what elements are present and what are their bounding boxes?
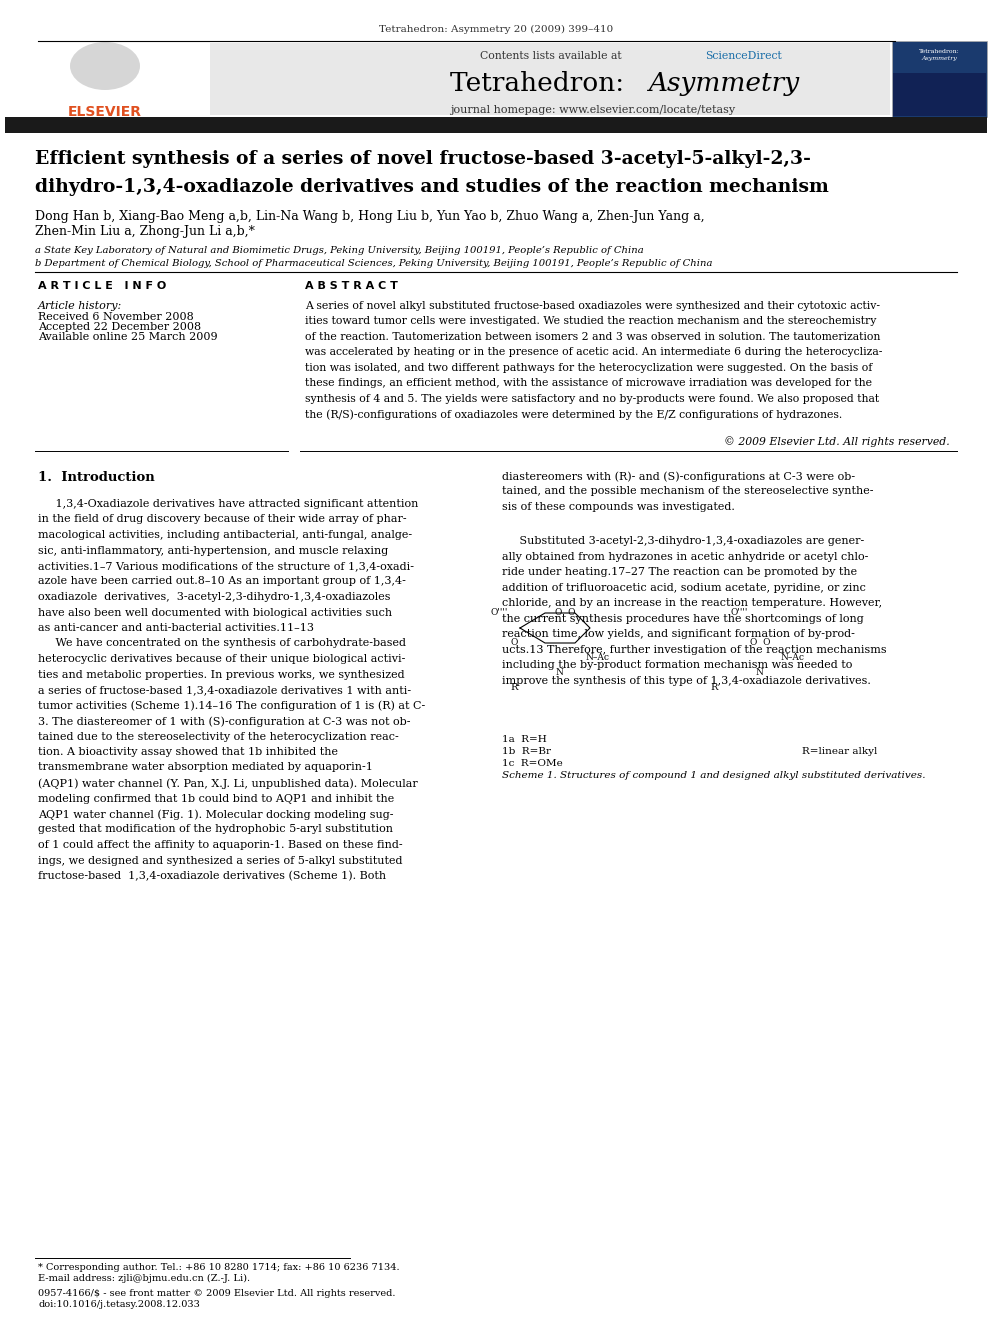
Text: dihydro-1,3,4-oxadiazole derivatives and studies of the reaction mechanism: dihydro-1,3,4-oxadiazole derivatives and… [35,179,828,196]
Text: journal homepage: www.elsevier.com/locate/tetasy: journal homepage: www.elsevier.com/locat… [450,105,735,115]
Text: * Corresponding author. Tel.: +86 10 8280 1714; fax: +86 10 6236 7134.: * Corresponding author. Tel.: +86 10 828… [38,1263,400,1271]
Text: We have concentrated on the synthesis of carbohydrate-based: We have concentrated on the synthesis of… [38,639,406,648]
Text: Asymmetry: Asymmetry [648,71,800,97]
Text: 1.  Introduction: 1. Introduction [38,471,155,484]
Text: Asymmetry: Asymmetry [922,56,957,61]
Text: was accelerated by heating or in the presence of acetic acid. An intermediate 6 : was accelerated by heating or in the pre… [305,348,882,357]
Text: © 2009 Elsevier Ltd. All rights reserved.: © 2009 Elsevier Ltd. All rights reserved… [724,437,950,447]
Text: fructose-based  1,3,4-oxadiazole derivatives (Scheme 1). Both: fructose-based 1,3,4-oxadiazole derivati… [38,871,386,881]
Text: 3. The diastereomer of 1 with (S)-configuration at C-3 was not ob-: 3. The diastereomer of 1 with (S)-config… [38,716,411,726]
Text: diastereomers with (R)- and (S)-configurations at C-3 were ob-: diastereomers with (R)- and (S)-configur… [502,471,855,482]
Text: E-mail address: zjli@bjmu.edu.cn (Z.-J. Li).: E-mail address: zjli@bjmu.edu.cn (Z.-J. … [38,1274,250,1283]
Text: addition of trifluoroacetic acid, sodium acetate, pyridine, or zinc: addition of trifluoroacetic acid, sodium… [502,582,866,593]
Text: O  O: O O [555,609,575,617]
Text: Article history:: Article history: [38,302,122,311]
Text: R=linear alkyl: R=linear alkyl [802,747,877,755]
Text: (AQP1) water channel (Y. Pan, X.J. Li, unpublished data). Molecular: (AQP1) water channel (Y. Pan, X.J. Li, u… [38,778,418,789]
Text: Contents lists available at: Contents lists available at [480,52,625,61]
Text: tion. A bioactivity assay showed that 1b inhibited the: tion. A bioactivity assay showed that 1b… [38,747,338,757]
Text: sis of these compounds was investigated.: sis of these compounds was investigated. [502,501,735,512]
Text: improve the synthesis of this type of 1,3,4-oxadiazole derivatives.: improve the synthesis of this type of 1,… [502,676,871,685]
Text: N–Ac: N–Ac [780,654,804,662]
Text: b Department of Chemical Biology, School of Pharmaceutical Sciences, Peking Univ: b Department of Chemical Biology, School… [35,259,712,269]
Text: oxadiazole  derivatives,  3-acetyl-2,3-dihydro-1,3,4-oxadiazoles: oxadiazole derivatives, 3-acetyl-2,3-dih… [38,591,391,602]
Text: ings, we designed and synthesized a series of 5-alkyl substituted: ings, we designed and synthesized a seri… [38,856,403,865]
Text: Zhen-Min Liu a, Zhong-Jun Li a,b,*: Zhen-Min Liu a, Zhong-Jun Li a,b,* [35,225,255,238]
Text: ally obtained from hydrazones in acetic anhydride or acetyl chlo-: ally obtained from hydrazones in acetic … [502,552,868,561]
Text: the current synthesis procedures have the shortcomings of long: the current synthesis procedures have th… [502,614,864,623]
Text: 1a  R=H: 1a R=H [502,736,547,744]
Text: Scheme 1. Structures of compound 1 and designed alkyl substituted derivatives.: Scheme 1. Structures of compound 1 and d… [502,771,926,781]
Text: Accepted 22 December 2008: Accepted 22 December 2008 [38,321,201,332]
Text: N: N [555,668,562,677]
Text: as anti-cancer and anti-bacterial activities.11–13: as anti-cancer and anti-bacterial activi… [38,623,314,632]
Text: macological activities, including antibacterial, anti-fungal, analge-: macological activities, including antiba… [38,531,412,540]
Text: 0957-4166/$ - see front matter © 2009 Elsevier Ltd. All rights reserved.: 0957-4166/$ - see front matter © 2009 El… [38,1289,396,1298]
Text: O'''': O'''' [730,609,747,617]
Text: gested that modification of the hydrophobic 5-aryl substitution: gested that modification of the hydropho… [38,824,393,835]
Text: a State Key Laboratory of Natural and Biomimetic Drugs, Peking University, Beiji: a State Key Laboratory of Natural and Bi… [35,246,644,255]
Text: tained, and the possible mechanism of the stereoselective synthe-: tained, and the possible mechanism of th… [502,487,874,496]
Ellipse shape [70,42,140,90]
Text: Tetrahedron:: Tetrahedron: [450,71,633,97]
Text: Received 6 November 2008: Received 6 November 2008 [38,312,193,321]
Text: a series of fructose-based 1,3,4-oxadiazole derivatives 1 with anti-: a series of fructose-based 1,3,4-oxadiaz… [38,685,411,695]
Text: O  O: O O [750,638,771,647]
Text: transmembrane water absorption mediated by aquaporin-1: transmembrane water absorption mediated … [38,762,373,773]
Text: azole have been carried out.8–10 As an important group of 1,3,4-: azole have been carried out.8–10 As an i… [38,577,406,586]
FancyBboxPatch shape [5,116,987,134]
Text: O'''': O'''' [490,609,507,617]
Text: tained due to the stereoselectivity of the heterocyclization reac-: tained due to the stereoselectivity of t… [38,732,399,741]
Text: of 1 could affect the affinity to aquaporin-1. Based on these find-: of 1 could affect the affinity to aquapo… [38,840,403,849]
FancyBboxPatch shape [5,44,210,115]
Text: these findings, an efficient method, with the assistance of microwave irradiatio: these findings, an efficient method, wit… [305,378,872,389]
Text: A R T I C L E   I N F O: A R T I C L E I N F O [38,280,167,291]
Text: N–Ac: N–Ac [585,654,609,662]
Text: synthesis of 4 and 5. The yields were satisfactory and no by-products were found: synthesis of 4 and 5. The yields were sa… [305,394,879,404]
Text: the (R/S)-configurations of oxadiazoles were determined by the E/Z configuration: the (R/S)-configurations of oxadiazoles … [305,410,842,421]
Text: ucts.13 Therefore, further investigation of the reaction mechanisms: ucts.13 Therefore, further investigation… [502,644,887,655]
Text: modeling confirmed that 1b could bind to AQP1 and inhibit the: modeling confirmed that 1b could bind to… [38,794,394,803]
Text: N: N [755,668,763,677]
Text: have also been well documented with biological activities such: have also been well documented with biol… [38,607,392,618]
Text: 1c  R=OMe: 1c R=OMe [502,759,562,767]
Text: tumor activities (Scheme 1).14–16 The configuration of 1 is (R) at C-: tumor activities (Scheme 1).14–16 The co… [38,700,426,710]
Text: Tetrahedron: Asymmetry 20 (2009) 399–410: Tetrahedron: Asymmetry 20 (2009) 399–410 [379,25,613,34]
Text: ELSEVIER: ELSEVIER [68,105,142,119]
Text: of the reaction. Tautomerization between isomers 2 and 3 was observed in solutio: of the reaction. Tautomerization between… [305,332,880,343]
Text: 1b  R=Br: 1b R=Br [502,747,551,755]
Text: AQP1 water channel (Fig. 1). Molecular docking modeling sug-: AQP1 water channel (Fig. 1). Molecular d… [38,808,394,819]
Text: ScienceDirect: ScienceDirect [705,52,782,61]
FancyBboxPatch shape [35,44,890,115]
Text: ties and metabolic properties. In previous works, we synthesized: ties and metabolic properties. In previo… [38,669,405,680]
Text: including the by-product formation mechanism was needed to: including the by-product formation mecha… [502,660,852,669]
Text: A series of novel alkyl substituted fructose-based oxadiazoles were synthesized : A series of novel alkyl substituted fruc… [305,302,880,311]
Text: activities.1–7 Various modifications of the structure of 1,3,4-oxadi-: activities.1–7 Various modifications of … [38,561,414,572]
FancyBboxPatch shape [892,41,987,116]
Text: Tetrahedron:: Tetrahedron: [919,49,959,54]
Text: R: R [510,683,518,692]
Text: Dong Han b, Xiang-Bao Meng a,b, Lin-Na Wang b, Hong Liu b, Yun Yao b, Zhuo Wang : Dong Han b, Xiang-Bao Meng a,b, Lin-Na W… [35,210,704,224]
Text: A B S T R A C T: A B S T R A C T [305,280,398,291]
Text: R: R [710,683,717,692]
Text: Efficient synthesis of a series of novel fructose-based 3-acetyl-5-alkyl-2,3-: Efficient synthesis of a series of novel… [35,149,810,168]
Text: reaction time, low yields, and significant formation of by-prod-: reaction time, low yields, and significa… [502,628,855,639]
FancyBboxPatch shape [497,603,957,767]
Text: Available online 25 March 2009: Available online 25 March 2009 [38,332,217,343]
Text: doi:10.1016/j.tetasy.2008.12.033: doi:10.1016/j.tetasy.2008.12.033 [38,1301,199,1308]
Text: ities toward tumor cells were investigated. We studied the reaction mechanism an: ities toward tumor cells were investigat… [305,316,876,327]
Text: ride under heating.17–27 The reaction can be promoted by the: ride under heating.17–27 The reaction ca… [502,568,857,577]
Text: sic, anti-inflammatory, anti-hypertension, and muscle relaxing: sic, anti-inflammatory, anti-hypertensio… [38,545,388,556]
Text: tion was isolated, and two different pathways for the heterocyclization were sug: tion was isolated, and two different pat… [305,363,872,373]
Text: heterocyclic derivatives because of their unique biological activi-: heterocyclic derivatives because of thei… [38,654,406,664]
Text: in the field of drug discovery because of their wide array of phar-: in the field of drug discovery because o… [38,515,407,524]
FancyBboxPatch shape [893,73,986,116]
Text: O: O [510,638,518,647]
Text: Substituted 3-acetyl-2,3-dihydro-1,3,4-oxadiazoles are gener-: Substituted 3-acetyl-2,3-dihydro-1,3,4-o… [502,536,864,546]
Text: chloride, and by an increase in the reaction temperature. However,: chloride, and by an increase in the reac… [502,598,882,609]
Text: 1,3,4-Oxadiazole derivatives have attracted significant attention: 1,3,4-Oxadiazole derivatives have attrac… [38,499,419,509]
